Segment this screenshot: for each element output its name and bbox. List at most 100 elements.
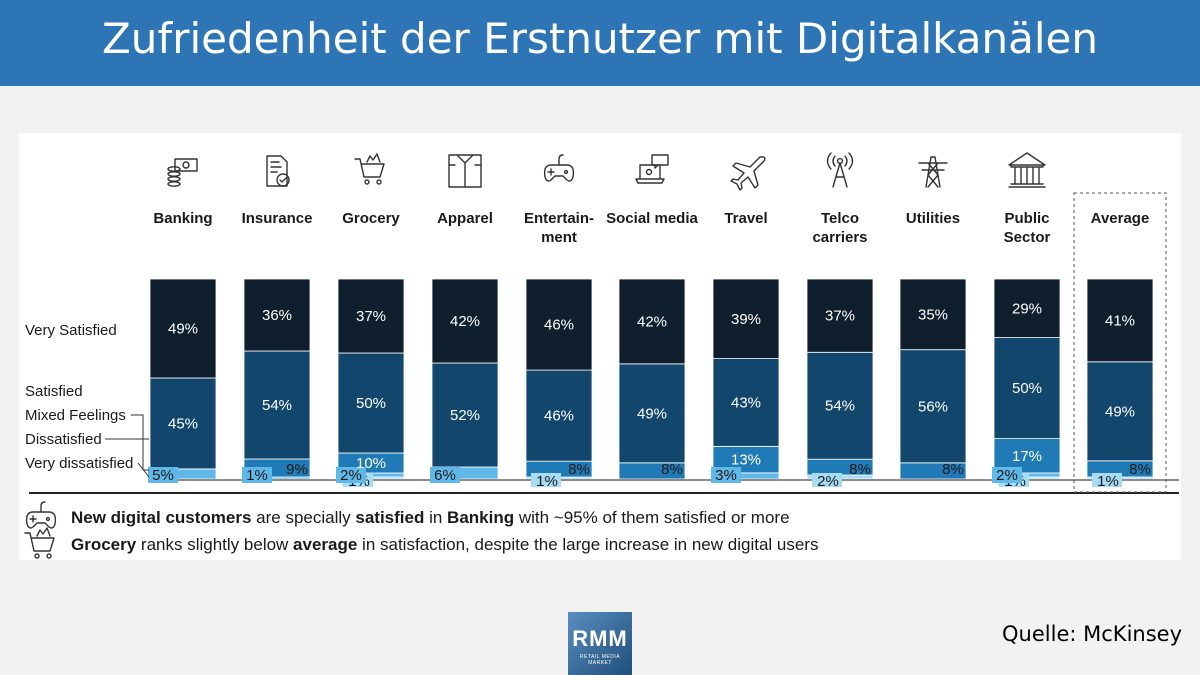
data-label: 49% <box>168 320 198 337</box>
bar-segment-very-satisfied <box>243 278 311 352</box>
bar-segment-very-satisfied <box>806 278 874 353</box>
data-label-box <box>336 467 366 483</box>
data-label: 6% <box>434 467 456 484</box>
stacked-bar-chart: Banking 5% 45% 49% Insurance 1% 9% 54% 36% Grocer… <box>24 152 1179 559</box>
shirt-icon <box>448 154 482 188</box>
data-label: 46% <box>544 408 574 425</box>
data-label: 43% <box>731 394 761 411</box>
data-label: 9% <box>286 461 308 478</box>
category-label: Public <box>1004 210 1049 227</box>
data-label: 50% <box>1012 380 1042 397</box>
data-label: 8% <box>942 461 964 478</box>
data-label: 1% <box>246 467 268 484</box>
data-label: 8% <box>661 461 683 478</box>
note-text: Grocery ranks slightly below average in … <box>71 535 818 554</box>
title-banner: Zufriedenheit der Erstnutzer mit Digital… <box>0 0 1200 86</box>
legend-very-satisfied: Very Satisfied <box>25 322 117 339</box>
data-label-box <box>148 467 178 483</box>
average-highlight-box <box>1073 192 1167 493</box>
data-label-box <box>711 467 741 483</box>
data-label: 39% <box>731 311 761 328</box>
laptop-chat-icon <box>635 154 669 184</box>
data-label: 1% <box>536 473 558 490</box>
data-label: 5% <box>152 467 174 484</box>
bar-segment-very-satisfied <box>899 278 967 351</box>
category-label: Travel <box>724 210 767 227</box>
category-label: Utilities <box>906 210 960 227</box>
data-label: 37% <box>356 308 386 325</box>
power-pylon-icon <box>918 156 948 188</box>
legend-very-dissatisfied: Very dissatisfied <box>25 455 133 472</box>
rmm-logo: RMM RETAIL MEDIA MARKET <box>568 612 632 675</box>
data-label: 17% <box>1012 448 1042 465</box>
category-label: Grocery <box>342 210 400 227</box>
data-label: 54% <box>262 397 292 414</box>
data-label: 56% <box>918 398 948 415</box>
bar-segment-very-satisfied <box>149 278 217 379</box>
data-label: 8% <box>1129 461 1151 478</box>
data-label: 52% <box>450 407 480 424</box>
data-label: 41% <box>1105 312 1135 329</box>
note-text: New digital customers are specially sati… <box>71 508 790 527</box>
category-label: Entertain- <box>524 210 594 227</box>
category-label: Social media <box>606 210 698 227</box>
data-label: 8% <box>849 461 871 478</box>
category-label: ment <box>541 229 577 246</box>
bar-segment-satisfied <box>149 377 217 470</box>
airplane-icon <box>730 156 766 191</box>
antenna-icon <box>826 152 854 188</box>
category-label: Apparel <box>437 210 493 227</box>
category-label: Sector <box>1004 229 1051 246</box>
data-label-box <box>242 467 272 483</box>
data-label: 49% <box>637 405 667 422</box>
data-label: 35% <box>918 306 948 323</box>
data-label: 36% <box>262 307 292 324</box>
bar-segment-satisfied <box>712 358 780 447</box>
money-stack-icon <box>167 158 198 187</box>
data-label: 13% <box>731 452 761 469</box>
data-label: 50% <box>356 395 386 412</box>
category-label: Banking <box>153 210 212 227</box>
data-label: 10% <box>356 455 386 472</box>
data-label: 54% <box>825 398 855 415</box>
page-title: Zufriedenheit der Erstnutzer mit Digital… <box>102 14 1098 63</box>
policy-document-icon <box>266 155 290 187</box>
government-building-icon <box>1008 152 1046 188</box>
data-label-box <box>992 467 1022 483</box>
data-label-box <box>812 473 842 487</box>
data-label: 2% <box>817 473 839 490</box>
bar-segment-satisfied <box>337 352 405 454</box>
data-label: 3% <box>715 467 737 484</box>
bar-segment-very-satisfied <box>337 278 405 354</box>
bar-segment-satisfied <box>806 351 874 460</box>
bar-segment-very-satisfied <box>431 278 499 364</box>
bar-segment-satisfied <box>899 349 967 464</box>
bar-segment-satisfied <box>618 363 686 464</box>
gamepad-icon <box>25 501 57 529</box>
source-label: Quelle: McKinsey <box>1002 622 1182 646</box>
legend-mixed-feelings: Mixed Feelings <box>25 407 126 424</box>
category-label: carriers <box>812 229 867 246</box>
data-label: 49% <box>1105 403 1135 420</box>
data-label: 1% <box>1097 473 1119 490</box>
chart-panel: Banking 5% 45% 49% Insurance 1% 9% 54% 36% Grocer… <box>19 133 1181 560</box>
shopping-cart-icon <box>24 527 55 559</box>
data-label: 42% <box>450 313 480 330</box>
bar-segment-very-satisfied <box>618 278 686 365</box>
bar-segment-satisfied <box>1086 361 1154 462</box>
data-label-box <box>430 467 460 483</box>
category-label: Average <box>1091 210 1150 227</box>
data-label-box <box>1092 473 1122 487</box>
data-label: 37% <box>825 308 855 325</box>
bar-segment-very-satisfied <box>712 278 780 359</box>
data-label: 29% <box>1012 300 1042 317</box>
data-label: 2% <box>996 467 1018 484</box>
category-label: Telco <box>821 210 859 227</box>
data-label: 2% <box>340 467 362 484</box>
bar-segment-very-satisfied <box>993 278 1061 338</box>
data-label: 45% <box>168 415 198 432</box>
leader-very-dissatisfied <box>137 462 150 478</box>
bar-segment-satisfied <box>431 362 499 468</box>
gamepad-icon <box>543 154 575 182</box>
legend-satisfied: Satisfied <box>25 383 83 400</box>
